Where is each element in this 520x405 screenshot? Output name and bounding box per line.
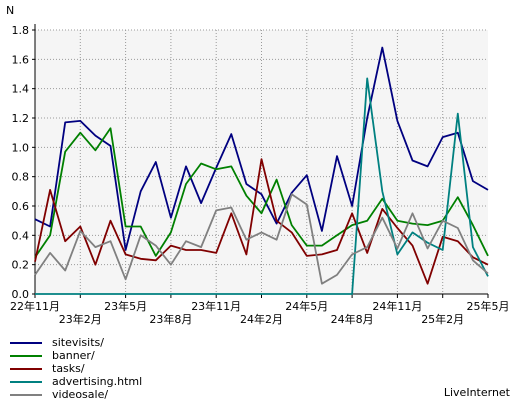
- y-tick-label: 0.8: [12, 171, 30, 184]
- y-axis-label: N: [6, 4, 14, 17]
- legend-label-sitevisits: sitevisits/: [52, 336, 104, 349]
- x-tick-label: 23年5月: [104, 299, 147, 313]
- legend-swatch-tasks: [10, 368, 42, 370]
- series-lines: [34, 46, 489, 295]
- y-tick-label: 0.0: [12, 288, 30, 301]
- x-tick-label: 24年2月: [240, 312, 283, 326]
- y-tick-label: 0.2: [12, 259, 30, 272]
- x-tick-label: 24年5月: [285, 299, 328, 313]
- tick-labels: 0.0 0.2 0.4 0.6 0.8 1.0 1.2 1.4 1.6 1.8 22年11月23年2…: [10, 24, 510, 326]
- legend-swatch-videosale: [10, 394, 42, 396]
- x-tick-label: 23年8月: [149, 312, 192, 326]
- y-tick-label: 0.6: [12, 200, 30, 213]
- x-tick-label: 25年2月: [421, 312, 464, 326]
- legend-swatch-advertising: [10, 381, 42, 383]
- legend-label-tasks: tasks/: [52, 362, 85, 375]
- line-chart: 0.0 0.2 0.4 0.6 0.8 1.0 1.2 1.4 1.6 1.8 22年11月23年2…: [6, 4, 510, 326]
- x-tick-label: 23年11月: [191, 299, 241, 313]
- x-tick-label: 22年11月: [10, 299, 60, 313]
- legend-swatch-sitevisits: [10, 342, 42, 344]
- legend-label-videosale: videosale/: [52, 388, 109, 401]
- y-tick-label: 1.4: [12, 83, 30, 96]
- series-line-tasks: [34, 158, 489, 285]
- series-line-advertisinghtml: [35, 77, 489, 295]
- series-line-sitevisits: [34, 46, 489, 251]
- legend-swatch-banner: [10, 355, 42, 357]
- x-tick-label: 23年2月: [59, 312, 102, 326]
- y-tick-label: 1.6: [12, 53, 30, 66]
- x-tick-label: 24年8月: [331, 312, 374, 326]
- series-line-banner: [34, 127, 489, 258]
- x-tick-label: 25年5月: [467, 299, 510, 313]
- y-tick-label: 1.2: [12, 112, 30, 125]
- y-tick-label: 1.8: [12, 24, 30, 37]
- y-tick-label: 0.4: [12, 229, 30, 242]
- x-tick-label: 24年11月: [372, 299, 422, 313]
- series-line-videosale: [34, 193, 489, 285]
- liveinternet-credit[interactable]: LiveInternet: [443, 386, 510, 399]
- legend-label-advertising: advertising.html: [52, 375, 143, 388]
- legend-label-banner: banner/: [52, 349, 95, 362]
- y-tick-label: 1.0: [12, 141, 30, 154]
